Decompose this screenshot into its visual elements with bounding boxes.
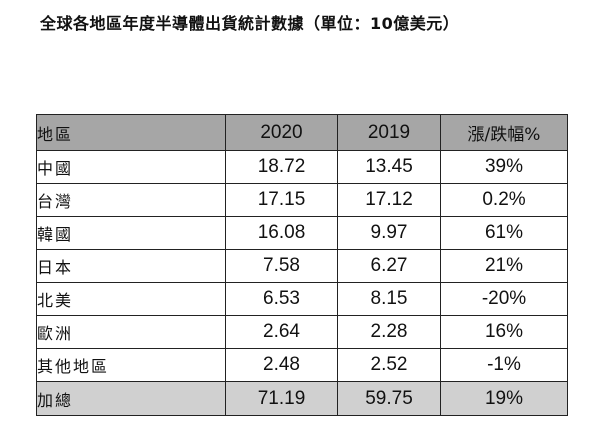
change-cell: -20% [440, 282, 568, 316]
semiconductor-table: 地區 2020 2019 漲/跌幅% 中國 18.72 13.45 39% 台灣 17.1… [36, 114, 568, 416]
total-row: 加總 71.19 59.75 19% [36, 381, 568, 416]
table-row: 北美 6.53 8.15 -20% [36, 282, 568, 316]
value-2020-cell: 2.64 [225, 315, 338, 349]
total-2020-cell: 71.19 [225, 381, 338, 416]
change-cell: 21% [440, 249, 568, 283]
change-cell: 39% [440, 150, 568, 184]
value-2020-cell: 16.08 [225, 216, 338, 250]
value-2019-cell: 2.52 [337, 348, 441, 382]
value-2019-cell: 6.27 [337, 249, 441, 283]
column-header-region: 地區 [36, 114, 226, 151]
table-row: 其他地區 2.48 2.52 -1% [36, 348, 568, 382]
table-row: 中國 18.72 13.45 39% [36, 150, 568, 184]
chart-title: 全球各地區年度半導體出貨統計數據（單位：10億美元） [40, 14, 460, 33]
value-2020-cell: 7.58 [225, 249, 338, 283]
region-cell: 其他地區 [36, 348, 226, 382]
value-2020-cell: 18.72 [225, 150, 338, 184]
table-body: 中國 18.72 13.45 39% 台灣 17.15 17.12 0.2% 韓國 16.08 9.… [36, 150, 568, 416]
value-2019-cell: 9.97 [337, 216, 441, 250]
header-row: 地區 2020 2019 漲/跌幅% [36, 114, 568, 151]
value-2019-cell: 13.45 [337, 150, 441, 184]
region-cell: 韓國 [36, 216, 226, 250]
total-2019-cell: 59.75 [337, 381, 441, 416]
value-2020-cell: 17.15 [225, 183, 338, 217]
table-row: 台灣 17.15 17.12 0.2% [36, 183, 568, 217]
region-cell: 北美 [36, 282, 226, 316]
value-2020-cell: 6.53 [225, 282, 338, 316]
region-cell: 台灣 [36, 183, 226, 217]
total-change-cell: 19% [440, 381, 568, 416]
change-cell: 16% [440, 315, 568, 349]
table-row: 日本 7.58 6.27 21% [36, 249, 568, 283]
value-2019-cell: 2.28 [337, 315, 441, 349]
column-header-2019: 2019 [337, 114, 441, 151]
region-cell: 歐洲 [36, 315, 226, 349]
column-header-change: 漲/跌幅% [440, 114, 568, 151]
column-header-2020: 2020 [225, 114, 338, 151]
region-cell: 中國 [36, 150, 226, 184]
region-cell: 日本 [36, 249, 226, 283]
table-row: 韓國 16.08 9.97 61% [36, 216, 568, 250]
change-cell: -1% [440, 348, 568, 382]
total-label-cell: 加總 [36, 381, 226, 416]
table-row: 歐洲 2.64 2.28 16% [36, 315, 568, 349]
change-cell: 0.2% [440, 183, 568, 217]
value-2019-cell: 8.15 [337, 282, 441, 316]
change-cell: 61% [440, 216, 568, 250]
value-2020-cell: 2.48 [225, 348, 338, 382]
value-2019-cell: 17.12 [337, 183, 441, 217]
